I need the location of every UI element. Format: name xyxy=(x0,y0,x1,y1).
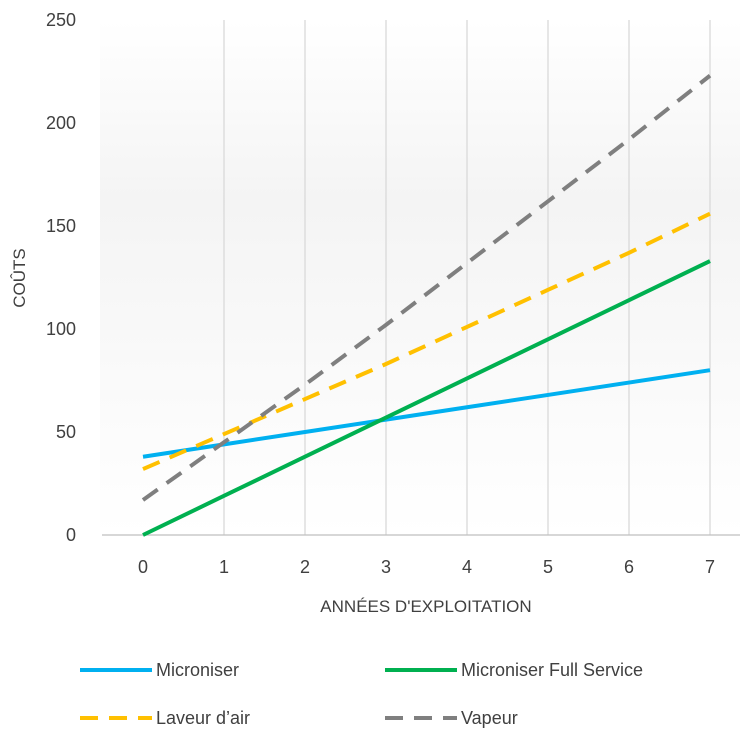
y-tick-label: 150 xyxy=(46,216,76,236)
legend-label-1: Microniser Full Service xyxy=(461,660,643,680)
y-tick-label: 250 xyxy=(46,10,76,30)
plot-area xyxy=(100,20,740,536)
legend-label-3: Vapeur xyxy=(461,708,518,728)
x-axis-title: ANNÉES D'EXPLOITATION xyxy=(320,597,531,616)
x-tick-label: 5 xyxy=(543,557,553,577)
legend-label-0: Microniser xyxy=(156,660,239,680)
y-tick-label: 0 xyxy=(66,525,76,545)
x-tick-label: 7 xyxy=(705,557,715,577)
x-tick-label: 1 xyxy=(219,557,229,577)
series-line-3 xyxy=(141,74,712,502)
series-line-1 xyxy=(142,259,711,537)
x-tick-label: 6 xyxy=(624,557,634,577)
y-axis-ticks: 0 50 100 150 200 250 xyxy=(46,10,76,545)
y-tick-label: 200 xyxy=(46,113,76,133)
y-tick-label: 50 xyxy=(56,422,76,442)
x-tick-label: 4 xyxy=(462,557,472,577)
y-axis-title: COÛTS xyxy=(10,248,29,308)
series-group xyxy=(141,74,712,537)
series-line-0 xyxy=(142,368,711,459)
x-tick-label: 3 xyxy=(381,557,391,577)
x-tick-label: 0 xyxy=(138,557,148,577)
legend-label-2: Laveur d’air xyxy=(156,708,250,728)
x-tick-label: 2 xyxy=(300,557,310,577)
gridlines xyxy=(102,20,740,536)
y-tick-label: 100 xyxy=(46,319,76,339)
legend: Microniser Microniser Full Service Laveur … xyxy=(80,660,643,728)
series-line-2 xyxy=(142,211,711,471)
x-axis-ticks: 0 1 2 3 4 5 6 7 xyxy=(138,557,715,577)
